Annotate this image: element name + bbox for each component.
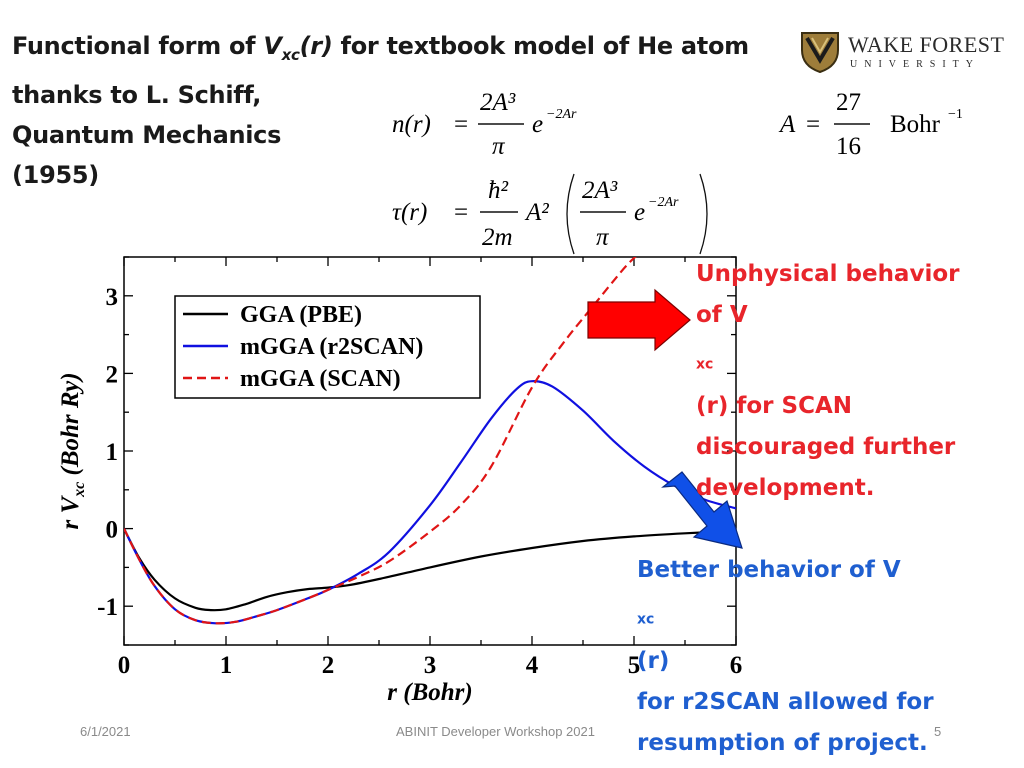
- legend: GGA (PBE) mGGA (r2SCAN) mGGA (SCAN): [174, 295, 481, 399]
- tau-lhs: τ(r): [392, 199, 427, 226]
- title-line-1: Functional form of Vxc(r) for textbook m…: [12, 32, 749, 64]
- density-lhs: n(r): [392, 111, 431, 138]
- series-line-pbe: [124, 528, 736, 612]
- logo-name: WAKE FOREST: [848, 32, 1005, 57]
- shield-logo-icon: [801, 32, 839, 74]
- tau-exp-base: e: [634, 199, 645, 226]
- x-tick-label: 3: [424, 652, 437, 679]
- footer-page-number: 5: [934, 724, 942, 739]
- density-equation: n(r) = 2A³ π e −2Ar: [392, 82, 622, 162]
- wake-forest-logo: WAKE FOREST UNIVERSITY: [798, 28, 1005, 80]
- blue-arrow-icon: [661, 471, 743, 549]
- series-lines: [124, 257, 736, 625]
- logo-subtitle: UNIVERSITY: [850, 59, 980, 70]
- x-tick-label: 4: [526, 652, 539, 679]
- a-eq-sign: =: [806, 111, 820, 138]
- tau-eq-sign: =: [454, 199, 468, 226]
- x-tick-labels: 0 1 2 3 4 5 6: [118, 652, 743, 679]
- x-tick-label: 2: [322, 652, 335, 679]
- x-tick-label: 6: [730, 652, 743, 679]
- tau-inner-numerator: 2A³: [582, 177, 618, 204]
- x-tick-label: 0: [118, 652, 131, 679]
- tau-inner-denominator: π: [596, 224, 610, 251]
- slide-title: Functional form of Vxc(r) for textbook m…: [12, 26, 749, 195]
- legend-label-scan: mGGA (SCAN): [240, 366, 401, 392]
- y-tick-label: 2: [106, 361, 119, 388]
- tau-denominator: 2m: [482, 224, 513, 251]
- density-numerator: 2A³: [480, 89, 516, 116]
- legend-label-r2scan: mGGA (r2SCAN): [240, 334, 423, 360]
- title-line-4: (1955): [12, 160, 99, 189]
- density-exp-base: e: [532, 111, 543, 138]
- a-unit-exponent: −1: [948, 107, 963, 122]
- tau-equation: τ(r) = ħ² 2m A² 2A³ π e −2Ar: [392, 170, 732, 258]
- y-axis-label: r Vxc (Bohr Ry): [57, 372, 88, 529]
- a-numerator: 27: [836, 89, 861, 116]
- y-tick-labels: -1 0 1 2 3: [97, 284, 118, 621]
- a-lhs: A: [778, 111, 796, 138]
- x-tick-label: 1: [220, 652, 233, 679]
- series-line-scan: [124, 257, 637, 625]
- x-tick-label: 5: [628, 652, 641, 679]
- tau-a-squared: A²: [524, 199, 549, 226]
- a-equation: A = 27 16 Bohr −1: [778, 82, 988, 162]
- footer-event: ABINIT Developer Workshop 2021: [396, 724, 595, 739]
- title-line-3: Quantum Mechanics: [12, 120, 282, 149]
- density-eq-sign: =: [454, 111, 468, 138]
- tick-marks: [123, 256, 737, 646]
- y-tick-label: 3: [106, 284, 119, 311]
- density-denominator: π: [492, 133, 506, 160]
- a-denominator: 16: [836, 133, 861, 160]
- y-tick-label: -1: [97, 594, 118, 621]
- legend-label-pbe: GGA (PBE): [240, 302, 362, 328]
- density-exponent: −2Ar: [546, 107, 577, 122]
- title-line-2: thanks to L. Schiff,: [12, 80, 262, 109]
- footer-date: 6/1/2021: [80, 724, 131, 739]
- tau-numerator: ħ²: [488, 177, 509, 204]
- x-axis-label: r (Bohr): [387, 679, 472, 706]
- tau-exponent: −2Ar: [648, 195, 679, 210]
- y-tick-label: 1: [106, 439, 119, 466]
- a-unit: Bohr: [890, 111, 941, 138]
- red-arrow-icon: [587, 288, 691, 352]
- y-tick-label: 0: [106, 517, 119, 544]
